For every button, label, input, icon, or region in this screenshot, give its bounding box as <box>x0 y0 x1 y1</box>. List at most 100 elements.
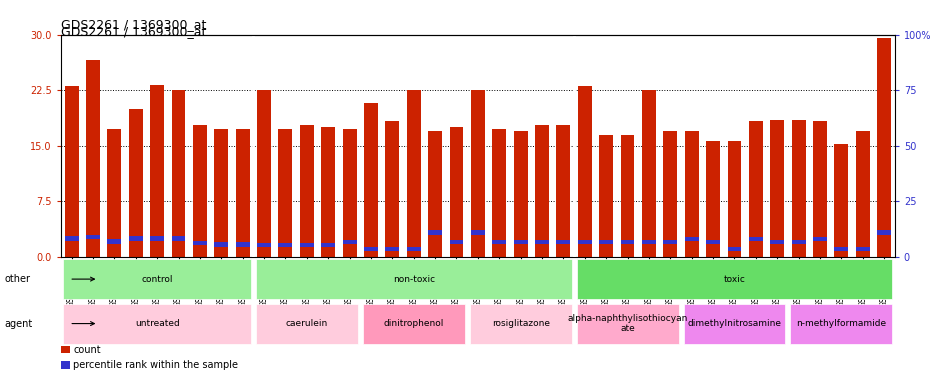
Bar <box>406 90 420 257</box>
Bar <box>150 236 164 240</box>
Bar <box>599 240 612 244</box>
Bar <box>86 61 100 257</box>
Bar <box>576 304 678 344</box>
Text: toxic: toxic <box>723 275 745 284</box>
Bar <box>428 230 442 235</box>
Bar <box>876 38 890 257</box>
Bar <box>108 239 121 243</box>
Bar <box>513 131 527 257</box>
Bar <box>556 240 570 244</box>
Bar <box>65 86 79 257</box>
Bar <box>834 247 847 251</box>
Bar <box>300 243 314 247</box>
Text: dinitrophenol: dinitrophenol <box>383 319 444 328</box>
Bar <box>428 131 442 257</box>
Bar <box>108 129 121 257</box>
Text: other: other <box>5 274 31 284</box>
Bar <box>214 129 228 257</box>
Bar <box>748 121 762 257</box>
Bar <box>321 243 335 247</box>
Bar <box>855 131 869 257</box>
Bar <box>362 304 464 344</box>
Bar <box>706 240 719 244</box>
Bar <box>812 237 826 241</box>
Bar <box>726 141 740 257</box>
Bar <box>790 304 891 344</box>
Bar <box>193 125 207 257</box>
Text: untreated: untreated <box>135 319 180 328</box>
Bar <box>491 240 505 244</box>
Bar <box>256 304 358 344</box>
Bar <box>171 90 185 257</box>
Text: caerulein: caerulein <box>285 319 328 328</box>
Bar <box>449 240 463 244</box>
Bar <box>406 247 420 251</box>
Bar <box>236 242 249 247</box>
Bar <box>682 304 784 344</box>
Bar <box>236 129 249 257</box>
Text: non-toxic: non-toxic <box>392 275 434 284</box>
Text: rosiglitazone: rosiglitazone <box>491 319 549 328</box>
Text: GDS2261 / 1369300_at: GDS2261 / 1369300_at <box>61 18 206 31</box>
Bar <box>385 247 399 251</box>
Bar <box>150 85 164 257</box>
Bar <box>726 247 740 251</box>
Bar <box>193 240 207 245</box>
Bar <box>876 230 890 235</box>
Bar <box>578 86 592 257</box>
Bar <box>663 240 677 244</box>
Text: count: count <box>73 344 100 354</box>
Bar <box>663 131 677 257</box>
Text: alpha-naphthylisothiocyan
ate: alpha-naphthylisothiocyan ate <box>567 314 687 333</box>
Bar <box>86 235 100 239</box>
Bar <box>769 240 783 244</box>
Bar <box>834 144 847 257</box>
Bar <box>343 240 356 244</box>
Bar <box>855 247 869 251</box>
Bar <box>706 141 719 257</box>
Bar <box>620 135 634 257</box>
Bar <box>769 120 783 257</box>
Bar <box>791 240 805 244</box>
Bar <box>641 240 655 244</box>
Bar <box>256 243 271 247</box>
Bar <box>576 259 891 299</box>
Bar <box>171 236 185 240</box>
Bar <box>278 243 292 247</box>
Bar <box>684 131 698 257</box>
Bar <box>469 304 571 344</box>
Bar <box>64 304 251 344</box>
Text: control: control <box>141 275 173 284</box>
Bar <box>491 129 505 257</box>
Text: agent: agent <box>5 319 33 329</box>
Bar <box>791 120 805 257</box>
Bar <box>578 240 592 244</box>
Bar <box>812 121 826 257</box>
Bar <box>534 125 548 257</box>
Bar <box>471 230 484 235</box>
Bar <box>321 127 335 257</box>
Bar <box>363 103 377 257</box>
Bar <box>300 125 314 257</box>
Bar <box>449 127 463 257</box>
Bar <box>65 236 79 240</box>
Bar <box>256 259 571 299</box>
Bar <box>385 121 399 257</box>
Bar <box>363 247 377 251</box>
Bar <box>278 129 292 257</box>
Bar <box>513 240 527 244</box>
Text: percentile rank within the sample: percentile rank within the sample <box>73 360 238 370</box>
Bar <box>599 135 612 257</box>
Bar <box>256 90 271 257</box>
Bar <box>684 237 698 241</box>
Bar <box>343 129 356 257</box>
Bar <box>620 240 634 244</box>
Bar <box>471 90 484 257</box>
Bar <box>556 125 570 257</box>
Text: dimethylnitrosamine: dimethylnitrosamine <box>687 319 781 328</box>
Bar <box>64 259 251 299</box>
Bar <box>534 240 548 244</box>
Bar <box>128 236 142 240</box>
Bar <box>128 109 142 257</box>
Bar <box>214 242 228 247</box>
